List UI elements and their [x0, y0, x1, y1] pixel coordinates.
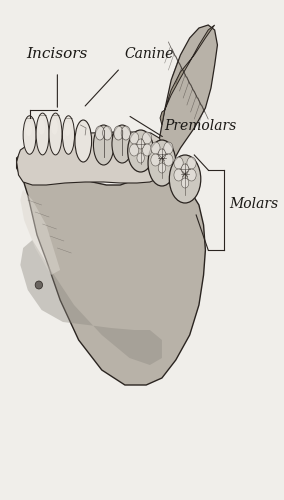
Polygon shape: [20, 240, 162, 365]
Ellipse shape: [51, 120, 58, 134]
Ellipse shape: [187, 157, 196, 169]
Polygon shape: [17, 132, 165, 185]
Ellipse shape: [130, 144, 139, 156]
Polygon shape: [160, 25, 215, 125]
Ellipse shape: [164, 142, 173, 154]
Ellipse shape: [151, 142, 160, 154]
Ellipse shape: [164, 154, 173, 166]
Text: Canine: Canine: [125, 47, 174, 61]
Ellipse shape: [143, 132, 152, 144]
Ellipse shape: [151, 154, 160, 166]
Ellipse shape: [174, 157, 183, 169]
Ellipse shape: [75, 120, 92, 162]
Polygon shape: [17, 155, 205, 385]
Ellipse shape: [49, 113, 62, 155]
Ellipse shape: [130, 132, 139, 144]
Polygon shape: [20, 190, 60, 275]
Ellipse shape: [128, 130, 154, 172]
Ellipse shape: [137, 139, 144, 149]
Text: Molars: Molars: [229, 197, 279, 211]
Ellipse shape: [137, 153, 144, 163]
Ellipse shape: [93, 125, 114, 165]
Polygon shape: [157, 25, 218, 178]
Ellipse shape: [95, 126, 105, 140]
Ellipse shape: [62, 116, 74, 154]
Ellipse shape: [26, 122, 32, 136]
Ellipse shape: [174, 169, 183, 181]
Ellipse shape: [121, 126, 130, 140]
Ellipse shape: [187, 169, 196, 181]
Ellipse shape: [181, 164, 189, 174]
Ellipse shape: [158, 163, 166, 173]
Text: Premolars: Premolars: [165, 119, 237, 133]
Ellipse shape: [38, 120, 45, 134]
Ellipse shape: [114, 126, 123, 140]
Ellipse shape: [158, 149, 166, 159]
Ellipse shape: [112, 125, 132, 163]
Ellipse shape: [64, 122, 70, 136]
Circle shape: [35, 281, 43, 289]
Ellipse shape: [148, 140, 176, 186]
Ellipse shape: [36, 113, 49, 155]
Ellipse shape: [23, 116, 36, 154]
Ellipse shape: [103, 126, 112, 140]
Ellipse shape: [143, 144, 152, 156]
Ellipse shape: [181, 178, 189, 188]
Ellipse shape: [169, 155, 201, 203]
Text: Incisors: Incisors: [26, 47, 87, 61]
